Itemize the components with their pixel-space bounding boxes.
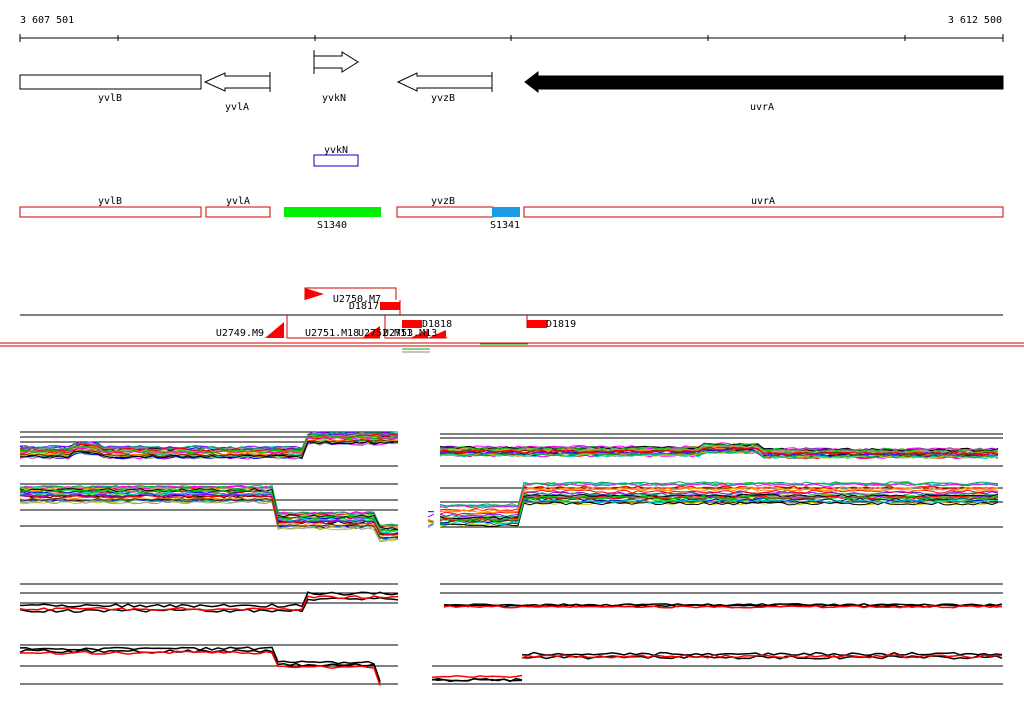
gene-uvrA[interactable]: uvrA (525, 72, 1003, 113)
feature-label: yvkN (324, 145, 348, 156)
gene-yvlA[interactable]: yvlA (205, 72, 270, 113)
position-ruler: 3 607 501 3 612 500 (20, 15, 1003, 42)
ruler-end-label: 3 612 500 (948, 15, 1002, 26)
operon-box-yvzB[interactable] (397, 207, 493, 217)
gene-yvlB[interactable]: yvlB (20, 75, 201, 104)
downshift-label: D1819 (546, 319, 576, 330)
ruler-start-label: 3 607 501 (20, 15, 74, 26)
operon-track: yvlB yvlA S1340 yvzB S1341 uvrA (20, 196, 1003, 231)
downshift-D1818[interactable] (402, 320, 422, 328)
operon-label-yvlA: yvlA (226, 196, 250, 207)
segment-label-S1341: S1341 (490, 220, 520, 231)
gene-yvzB[interactable]: yvzB (398, 72, 492, 104)
gene-label: yvkN (322, 93, 346, 104)
upshift-U2750[interactable] (305, 288, 324, 300)
gene-label: yvlB (98, 93, 122, 104)
downshift-label: D1818 (422, 319, 452, 330)
operon-label-yvlB: yvlB (98, 196, 122, 207)
operon-box-uvrA[interactable] (524, 207, 1003, 217)
segment-S1341[interactable] (492, 207, 520, 217)
operon-box-yvlA[interactable] (206, 207, 270, 217)
segment-S1340[interactable] (284, 207, 381, 217)
feature-box[interactable] (314, 155, 358, 166)
feature-track: yvkN (314, 145, 358, 166)
profile-line (440, 502, 998, 526)
segment-label-S1340: S1340 (317, 220, 347, 231)
profile-line (428, 514, 434, 517)
operon-label-uvrA: uvrA (751, 196, 775, 207)
gene-label: yvzB (431, 93, 455, 104)
downshift-D1817[interactable] (380, 302, 400, 310)
gene-label: yvlA (225, 102, 249, 113)
gene-yvkN[interactable]: yvkN (314, 50, 358, 104)
operon-label-yvzB: yvzB (431, 196, 455, 207)
gene-track: yvlB yvlA yvkN yvzB uvrA (20, 50, 1003, 113)
profile-line (20, 651, 380, 685)
profile-line (20, 592, 398, 607)
upshift-label: U2749.M9 (216, 328, 264, 339)
upshift-label: U2751.M18 (305, 328, 359, 339)
shift-track: U2750.M7 U2749.M9 U2751.M18 U2752.M11 U2… (0, 288, 1024, 352)
downshift-D1819[interactable] (527, 320, 547, 328)
downshift-label: D1817 (349, 301, 379, 312)
operon-box-yvlB[interactable] (20, 207, 201, 217)
expression-profiles (20, 432, 1003, 686)
upshift-U2749[interactable] (265, 322, 284, 338)
profile-line (432, 676, 522, 678)
profile-line (444, 606, 1002, 608)
profile-line (432, 679, 522, 682)
gene-label: uvrA (750, 102, 774, 113)
